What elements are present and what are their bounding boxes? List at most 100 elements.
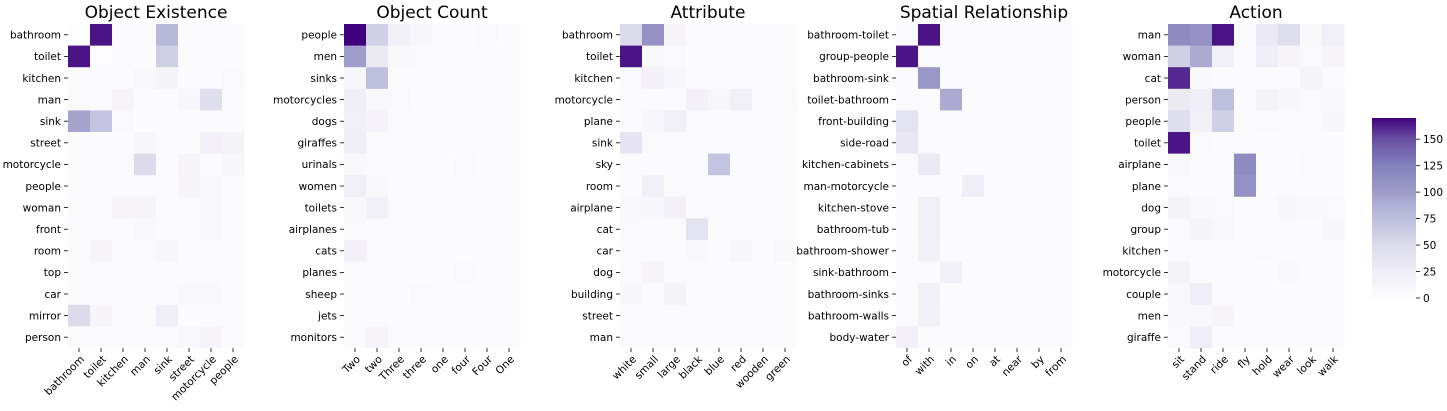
heatmap-cell (222, 67, 245, 90)
heatmap-cell (1168, 283, 1191, 306)
heatmap-cell (708, 218, 731, 241)
x-tick-label: in (944, 353, 959, 368)
heatmap-cell (686, 88, 709, 111)
y-tick-label: dogs (312, 116, 337, 128)
heatmap-cell (344, 88, 367, 111)
heatmap-cell (156, 261, 179, 284)
panel-0: Object Existence bathroom toilet kitchen man… (3, 3, 245, 403)
heatmap-cell (410, 326, 433, 349)
heatmap-cell (90, 45, 113, 68)
heatmap-cell (774, 175, 797, 198)
heatmap-cell (708, 196, 731, 219)
heatmap-cell (1212, 45, 1235, 68)
heatmap-cell (1234, 153, 1257, 176)
heatmap-cell (1234, 240, 1257, 262)
y-tick-label: man (38, 94, 61, 106)
heatmap-cell (454, 67, 477, 90)
x-tick-label: hold (1250, 353, 1275, 378)
y-tick-label: front (36, 224, 61, 236)
heatmap-cell (1050, 304, 1073, 327)
heatmap-cell (1028, 326, 1051, 349)
y-tick-label: sinks (310, 73, 337, 85)
heatmap-cell (68, 24, 91, 46)
x-tick-label: wear (1270, 353, 1297, 380)
heatmap-cell (112, 175, 135, 198)
heatmap-cell (896, 132, 919, 154)
heatmap-cell (1278, 132, 1301, 154)
heatmap-cell (664, 132, 687, 154)
heatmap-cell (1006, 240, 1029, 262)
heatmap-cell (178, 326, 201, 349)
heatmap-cell (918, 45, 941, 68)
panel-title: Object Existence (85, 3, 228, 23)
heatmap-cell (366, 240, 389, 262)
heatmap-cell (1212, 240, 1235, 262)
colorbar-tick-label: 50 (1423, 240, 1436, 252)
heatmap-cell (222, 45, 245, 68)
heatmap-cell (1322, 110, 1345, 133)
heatmap-cell (454, 218, 477, 241)
heatmap-cell (156, 88, 179, 111)
heatmap-cell (1168, 24, 1191, 46)
heatmap-cell (752, 175, 775, 198)
heatmap-cell (178, 153, 201, 176)
heatmap-cell (200, 304, 223, 327)
colorbar-tick-label: 150 (1423, 134, 1443, 146)
heatmap-cell (1028, 218, 1051, 241)
heatmap-cell (1050, 132, 1073, 154)
heatmap-cell (344, 240, 367, 262)
heatmap-cell (774, 326, 797, 349)
heatmap-cell (896, 218, 919, 241)
y-tick-label: kitchen-cabinets (802, 159, 889, 171)
heatmap-cell (476, 218, 499, 241)
heatmap-cell (896, 175, 919, 198)
heatmap-cell (366, 283, 389, 306)
heatmap-cell (388, 45, 411, 68)
x-tick-label: at (987, 353, 1003, 369)
heatmap-cell (1278, 153, 1301, 176)
heatmap-cell (366, 110, 389, 133)
heatmap-cell (90, 132, 113, 154)
heatmap-cell (432, 67, 455, 90)
heatmap-cell (1212, 153, 1235, 176)
heatmap-cell (410, 175, 433, 198)
heatmap-cell (388, 88, 411, 111)
heatmap-cell (454, 153, 477, 176)
heatmap-cell (686, 175, 709, 198)
heatmap-cell (664, 196, 687, 219)
heatmap-cell (1050, 110, 1073, 133)
heatmap-cell (1190, 24, 1213, 46)
y-tick-label: toilet (1134, 138, 1161, 150)
y-tick-label: giraffes (298, 138, 338, 150)
heatmap-cell (112, 110, 135, 133)
heatmap-cell (1212, 132, 1235, 154)
heatmap-cell (1278, 175, 1301, 198)
heatmap-cell (344, 326, 367, 349)
heatmap-cell (200, 326, 223, 349)
heatmap-cell (752, 24, 775, 46)
heatmap-cell (1256, 304, 1279, 327)
heatmap-cell (962, 88, 985, 111)
heatmap-cell (940, 67, 963, 90)
heatmap-cell (940, 218, 963, 241)
heatmap-cell (642, 196, 665, 219)
heatmap-cell (366, 196, 389, 219)
heatmap-cell (410, 24, 433, 46)
heatmap-cell (90, 110, 113, 133)
y-tick-label: planes (302, 267, 337, 279)
heatmap-cell (112, 240, 135, 262)
y-tick-label: plane (1132, 181, 1161, 193)
heatmap-cell (686, 67, 709, 90)
heatmap-cell (1256, 45, 1279, 68)
heatmap-cell (1050, 24, 1073, 46)
heatmap-cell (90, 196, 113, 219)
heatmap-cell (1050, 88, 1073, 111)
heatmap-cell (620, 283, 643, 306)
heatmap-cell (984, 283, 1007, 306)
heatmap-cell (200, 153, 223, 176)
heatmap-cell (1028, 110, 1051, 133)
heatmap-cell (134, 45, 157, 68)
y-tick-label: person (25, 332, 61, 344)
heatmap-cell (344, 218, 367, 241)
